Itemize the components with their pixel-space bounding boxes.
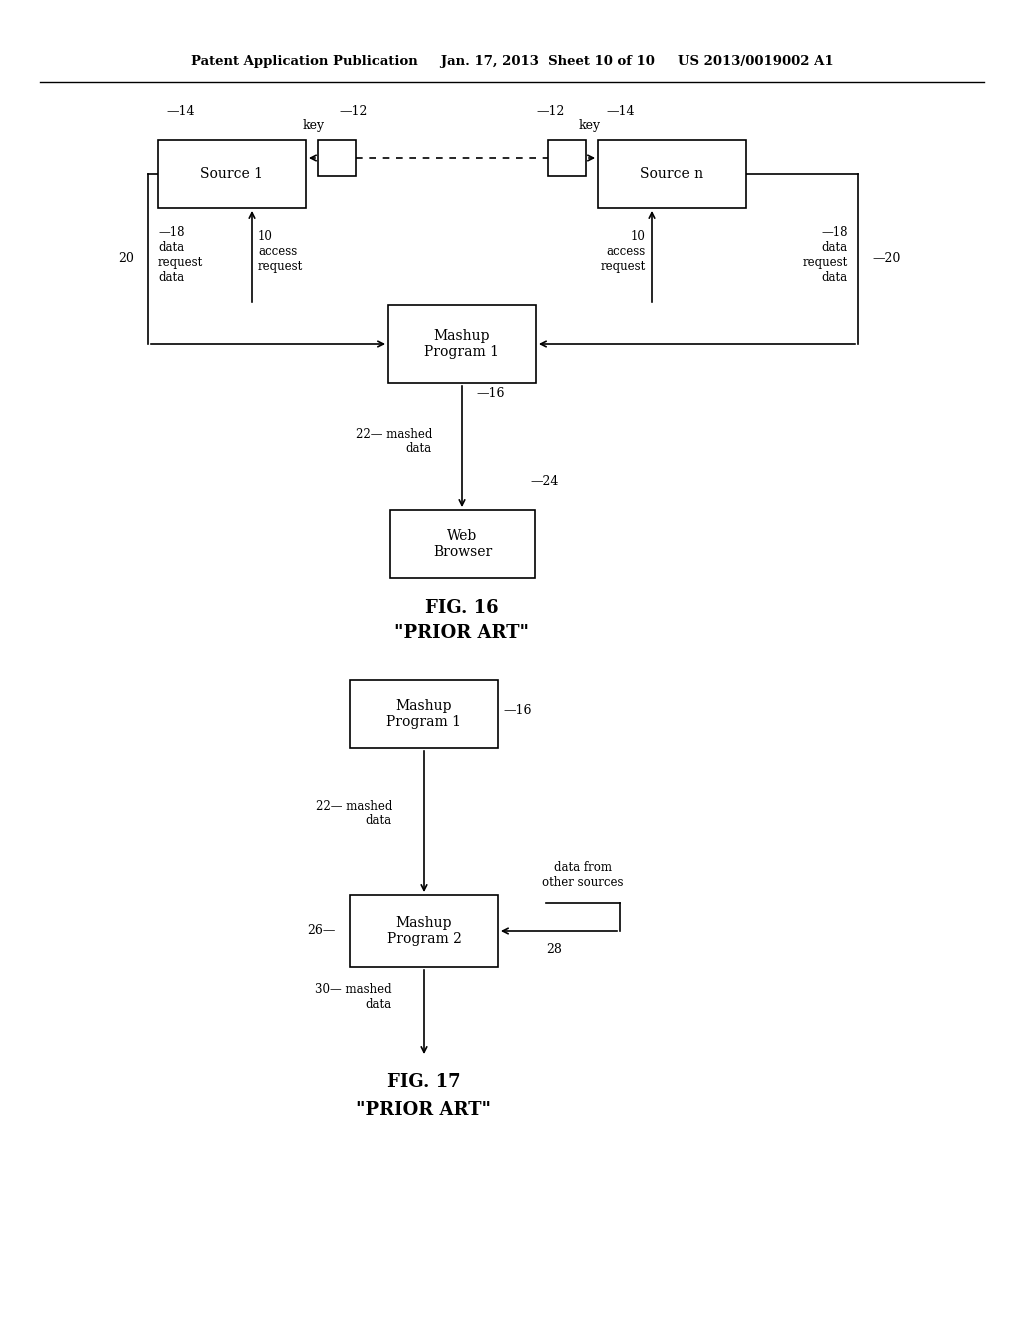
Text: 10
access
request: 10 access request [601, 230, 646, 273]
Bar [318, 140, 356, 176]
Text: —18
data
request
data: —18 data request data [803, 226, 848, 284]
Bar [390, 510, 535, 578]
Text: 22— mashed
data: 22— mashed data [355, 428, 432, 455]
Bar [350, 895, 498, 968]
Text: —14: —14 [606, 106, 635, 117]
Text: Source 1: Source 1 [201, 168, 263, 181]
Text: Source n: Source n [640, 168, 703, 181]
Text: data from
other sources: data from other sources [543, 861, 624, 888]
Text: 30— mashed
data: 30— mashed data [315, 983, 392, 1011]
Text: key: key [579, 119, 601, 132]
Text: 10
access
request: 10 access request [258, 230, 303, 273]
Text: 26—: 26— [307, 924, 336, 937]
Text: FIG. 17: FIG. 17 [387, 1073, 461, 1092]
Text: Patent Application Publication     Jan. 17, 2013  Sheet 10 of 10     US 2013/001: Patent Application Publication Jan. 17, … [190, 55, 834, 69]
Bar [548, 140, 586, 176]
Text: FIG. 16: FIG. 16 [425, 599, 499, 616]
Text: "PRIOR ART": "PRIOR ART" [394, 624, 529, 642]
Text: —14: —14 [166, 106, 195, 117]
Text: —24: —24 [530, 475, 558, 488]
Text: Web
Browser: Web Browser [433, 529, 493, 560]
Text: Mashup
Program 1: Mashup Program 1 [386, 698, 462, 729]
Text: —16: —16 [476, 387, 505, 400]
Text: 20: 20 [118, 252, 134, 265]
Bar [598, 140, 746, 209]
Text: —18
data
request
data: —18 data request data [158, 226, 203, 284]
Text: —20: —20 [872, 252, 900, 265]
Bar [388, 305, 536, 383]
Text: 22— mashed
data: 22— mashed data [315, 800, 392, 828]
Text: Mashup
Program 2: Mashup Program 2 [387, 916, 462, 946]
Text: 28: 28 [546, 942, 562, 956]
Text: key: key [303, 119, 325, 132]
Bar [158, 140, 306, 209]
Text: —12: —12 [339, 106, 368, 117]
Text: —16: —16 [503, 704, 531, 717]
Bar [350, 680, 498, 748]
Text: —12: —12 [537, 106, 565, 117]
Text: "PRIOR ART": "PRIOR ART" [356, 1101, 492, 1119]
Text: Mashup
Program 1: Mashup Program 1 [425, 329, 500, 359]
